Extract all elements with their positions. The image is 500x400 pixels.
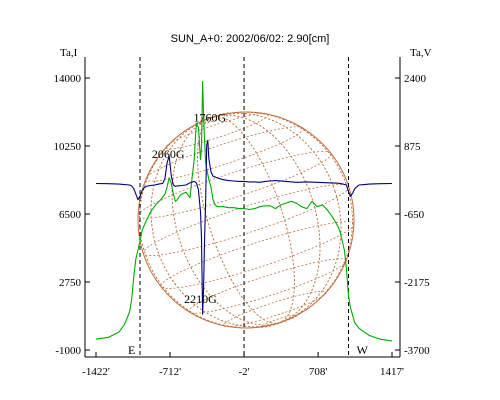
- longitude-line: [139, 111, 353, 329]
- y-left-tick-label: -1000: [55, 345, 81, 357]
- annotation-label: 2060G: [152, 147, 185, 161]
- limb-markers: [139, 57, 350, 357]
- x-tick-label: 708': [309, 366, 328, 378]
- plot-frame: [84, 57, 401, 358]
- solar-disk-grid: [137, 111, 355, 329]
- chart-title: SUN_A+0: 2002/06/02: 2.90[cm]: [171, 33, 330, 45]
- annotations: 2060G 1760G 2210G: [152, 111, 227, 306]
- x-tick-label: -712': [159, 366, 181, 378]
- series-layer: [95, 81, 393, 342]
- right-axis-label: Ta,V: [410, 47, 432, 59]
- y-right-tick-label: -2175: [404, 277, 430, 289]
- latitude-line: [188, 258, 347, 314]
- y-right-tick-label: -650: [404, 209, 425, 221]
- x-tick-label: 1417': [380, 366, 404, 378]
- latitude-line: [165, 112, 269, 150]
- annotation-label: 2210G: [184, 292, 217, 306]
- solar-limb: [137, 111, 355, 329]
- east-limb-label: E: [128, 343, 135, 357]
- latitude-line: [160, 221, 355, 289]
- globe-grid: [137, 111, 355, 329]
- latitude-line: [142, 184, 350, 256]
- longitude-line: [171, 114, 321, 326]
- longitude-line: [150, 112, 342, 328]
- y-right-tick-label: 875: [404, 141, 421, 153]
- longitude-line: [171, 114, 321, 326]
- y-right-tick-label: -3700: [404, 345, 430, 357]
- x-tick-label: -1422': [82, 366, 110, 378]
- tick-labels: 14000 10250 6500 2750 -1000 2400 875 -650 -2175 -…: [54, 73, 431, 378]
- x-tick-label: -2': [238, 366, 249, 378]
- latitude-line: [137, 151, 332, 219]
- latitude-line: [260, 314, 298, 328]
- longitude-line: [150, 112, 342, 328]
- y-left-tick-label: 10250: [54, 141, 82, 153]
- left-axis-label: Ta,I: [60, 47, 78, 59]
- y-right-tick-label: 2400: [404, 73, 427, 85]
- series-line-intensity: [95, 81, 393, 342]
- west-limb-label: W: [357, 343, 369, 357]
- longitude-line: [139, 111, 353, 329]
- y-left-tick-label: 2750: [59, 277, 82, 289]
- y-left-tick-label: 6500: [59, 209, 82, 221]
- y-left-tick-label: 14000: [54, 73, 82, 85]
- latitude-line: [223, 290, 327, 328]
- latitude-line: [145, 126, 304, 182]
- annotation-label: 1760G: [194, 111, 227, 125]
- latitude-line: [194, 112, 232, 126]
- series-line-polarization: [95, 139, 393, 315]
